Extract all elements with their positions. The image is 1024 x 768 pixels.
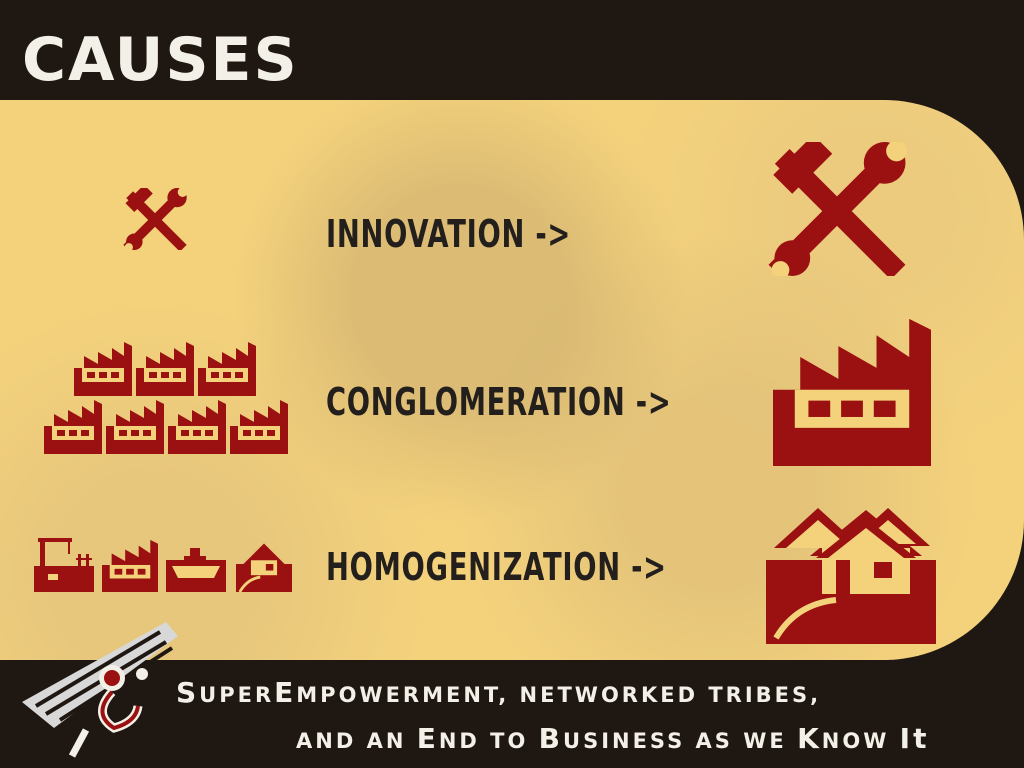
footer-line-2: and an End to Business as we Know It xyxy=(296,722,930,755)
footer-line-1: SuperEmpowerment, Networked Tribes, xyxy=(176,676,822,709)
large-hammer-wrench-icon xyxy=(768,142,907,276)
slide-title: Causes xyxy=(22,25,299,95)
label-innovation: Innovation -> xyxy=(326,212,572,256)
network-logo-icon xyxy=(22,622,178,758)
factory-icon xyxy=(102,539,158,592)
small-factories-icon xyxy=(44,342,288,454)
large-factory-icon xyxy=(773,318,931,466)
label-conglomeration: Conglomeration -> xyxy=(326,380,672,424)
cargo-ship-icon xyxy=(166,548,226,592)
large-suburban-houses-icon xyxy=(766,508,936,644)
construction-crane-icon xyxy=(34,538,94,592)
small-hammer-wrench-icon xyxy=(123,188,188,250)
label-homogenization: Homogenization -> xyxy=(326,545,667,589)
house-icon xyxy=(236,543,292,592)
